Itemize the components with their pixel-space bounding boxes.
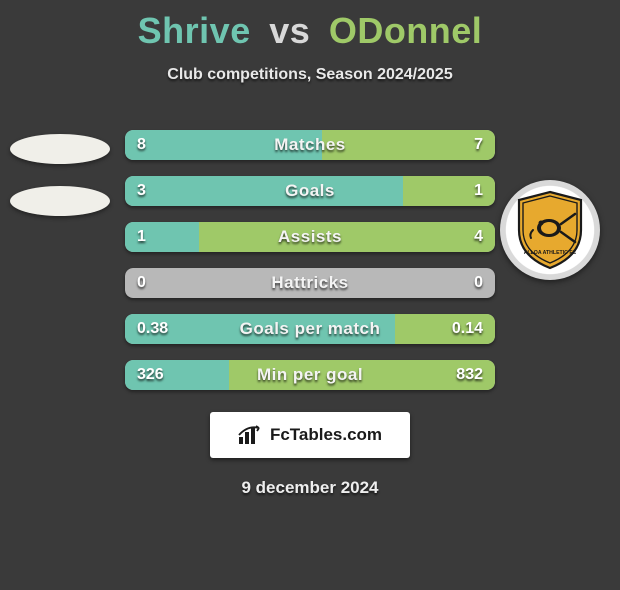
brand-badge: FcTables.com: [210, 412, 410, 458]
bar-value-left: 0.38: [137, 320, 168, 338]
bar-value-left: 1: [137, 228, 146, 246]
shield-icon: ALLOA ATHLETIC FC: [515, 190, 585, 270]
club-crest: ALLOA ATHLETIC FC: [500, 180, 600, 280]
bar-value-left: 8: [137, 136, 146, 154]
comparison-title: Shrive vs ODonnel: [0, 10, 620, 52]
left-avatar-placeholder: [10, 134, 110, 216]
bar-value-right: 0.14: [452, 320, 483, 338]
bar-value-right: 4: [474, 228, 483, 246]
bar-label: Hattricks: [271, 273, 348, 293]
bar-row: Assists 1 4: [125, 222, 495, 252]
comparison-bars: Matches 8 7 Goals 3 1 Assists 1 4 Hattricks 0 0 Goal…: [125, 130, 495, 390]
bar-value-left: 326: [137, 366, 164, 384]
bar-value-left: 3: [137, 182, 146, 200]
bar-label: Goals: [285, 181, 335, 201]
bar-row: Goals per match 0.38 0.14: [125, 314, 495, 344]
svg-text:ALLOA ATHLETIC FC: ALLOA ATHLETIC FC: [524, 250, 577, 256]
bar-value-left: 0: [137, 274, 146, 292]
bar-segment-left: [125, 176, 403, 206]
player2-name: ODonnel: [329, 10, 483, 51]
bar-row: Goals 3 1: [125, 176, 495, 206]
bar-row: Matches 8 7: [125, 130, 495, 160]
bar-value-right: 1: [474, 182, 483, 200]
bar-label: Assists: [278, 227, 342, 247]
bar-row: Hattricks 0 0: [125, 268, 495, 298]
bar-label: Matches: [274, 135, 346, 155]
placeholder-ellipse: [10, 134, 110, 164]
bars-logo-icon: [238, 425, 264, 445]
bar-value-right: 832: [456, 366, 483, 384]
bar-value-right: 0: [474, 274, 483, 292]
brand-text: FcTables.com: [270, 425, 382, 445]
placeholder-ellipse: [10, 186, 110, 216]
subtitle: Club competitions, Season 2024/2025: [0, 66, 620, 84]
chart-area: ALLOA ATHLETIC FC Matches87Goals31Assist…: [0, 130, 620, 498]
bar-segment-right: [199, 222, 495, 252]
bar-label: Goals per match: [240, 319, 381, 339]
bar-label: Min per goal: [257, 365, 363, 385]
bar-value-right: 7: [474, 136, 483, 154]
bar-segment-right: [322, 130, 495, 160]
bar-row: Min per goal 326 832: [125, 360, 495, 390]
date-text: 9 december 2024: [0, 478, 620, 498]
vs-text: vs: [269, 10, 310, 51]
player1-name: Shrive: [138, 10, 251, 51]
